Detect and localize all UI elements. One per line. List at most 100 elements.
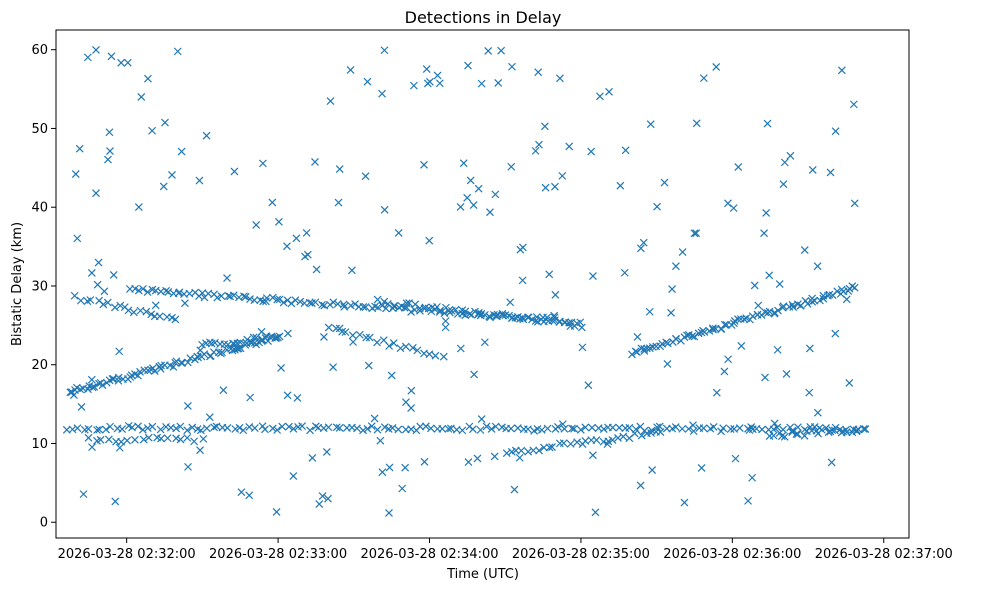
data-point — [155, 312, 164, 321]
data-point — [660, 178, 669, 187]
data-point — [433, 71, 442, 80]
data-point — [349, 338, 358, 346]
data-point — [347, 266, 356, 275]
data-point — [292, 234, 301, 243]
data-point — [584, 381, 593, 390]
data-point — [508, 62, 516, 71]
data-point — [318, 300, 327, 309]
data-point — [808, 165, 817, 174]
data-point — [401, 342, 410, 351]
data-point — [477, 79, 486, 88]
data-point — [138, 425, 147, 434]
data-point — [106, 147, 114, 156]
data-point — [831, 127, 840, 136]
data-point — [394, 228, 403, 237]
data-point — [111, 497, 120, 506]
data-point — [183, 433, 192, 442]
data-point — [690, 229, 699, 238]
y-tick-label: 60 — [31, 43, 48, 58]
data-point — [762, 209, 771, 217]
data-point — [92, 189, 100, 198]
data-point — [363, 77, 372, 86]
x-axis: 2026-03-28 02:32:00 2026-03-28 02:33:00 20… — [58, 538, 953, 562]
data-point — [401, 463, 410, 472]
data-point — [535, 446, 543, 455]
data-point — [754, 301, 763, 310]
data-point — [824, 428, 833, 437]
data-point — [365, 333, 374, 342]
data-point — [678, 248, 687, 256]
data-point — [373, 295, 382, 304]
data-point — [378, 468, 387, 477]
data-point — [435, 307, 444, 316]
data-point — [531, 146, 540, 155]
x-axis-label: Time (UTC) — [446, 567, 519, 582]
data-point — [324, 323, 333, 332]
data-point — [346, 66, 355, 74]
data-point — [653, 202, 661, 211]
y-tick-label: 20 — [31, 358, 48, 373]
data-point — [588, 451, 597, 460]
data-point — [106, 422, 115, 431]
data-point — [573, 438, 582, 447]
data-point — [485, 312, 494, 321]
data-point — [800, 431, 809, 440]
data-point — [183, 402, 192, 410]
data-point — [169, 363, 178, 371]
data-point — [529, 446, 538, 455]
data-point — [416, 306, 424, 315]
data-point — [647, 429, 656, 437]
data-point — [68, 425, 77, 434]
data-point — [370, 414, 379, 423]
x-tick-label: 2026-03-28 02:37:00 — [815, 547, 953, 562]
data-point — [474, 184, 483, 193]
data-point — [456, 344, 465, 353]
data-point — [139, 284, 147, 293]
data-point — [508, 313, 517, 322]
data-point — [278, 422, 287, 431]
data-point — [380, 205, 389, 214]
data-point — [142, 307, 151, 316]
data-point — [143, 424, 152, 433]
data-point — [565, 142, 574, 151]
data-point — [110, 303, 119, 312]
data-point — [805, 388, 814, 397]
data-point — [663, 360, 672, 368]
data-point — [373, 338, 381, 347]
data-point — [770, 419, 779, 428]
data-point — [621, 146, 630, 155]
data-point — [157, 434, 166, 443]
data-point — [373, 425, 382, 434]
data-point — [86, 296, 95, 304]
data-point — [803, 299, 812, 308]
data-point — [502, 449, 511, 458]
data-point — [458, 426, 467, 435]
data-point — [128, 423, 136, 432]
data-point — [494, 79, 503, 87]
data-point — [777, 432, 786, 441]
data-point — [436, 306, 445, 315]
data-point — [239, 426, 248, 435]
data-point — [817, 425, 826, 434]
plot-frame — [55, 29, 910, 539]
data-point — [262, 294, 271, 302]
data-point — [183, 358, 192, 367]
data-point — [507, 424, 515, 433]
data-point — [831, 423, 840, 432]
data-point — [289, 472, 298, 480]
data-point — [559, 439, 568, 448]
data-point — [389, 339, 398, 347]
x-tick-label: 2026-03-28 02:35:00 — [512, 547, 650, 562]
data-point — [837, 66, 846, 75]
x-tick-label: 2026-03-28 02:32:00 — [58, 547, 196, 562]
data-point — [93, 280, 102, 289]
data-point — [205, 413, 214, 422]
data-point — [291, 296, 300, 305]
data-point — [506, 298, 515, 307]
data-point — [576, 425, 585, 434]
data-point — [173, 47, 182, 56]
data-point — [407, 307, 415, 316]
data-point — [73, 424, 82, 433]
data-point — [748, 312, 757, 321]
data-point — [188, 423, 197, 432]
